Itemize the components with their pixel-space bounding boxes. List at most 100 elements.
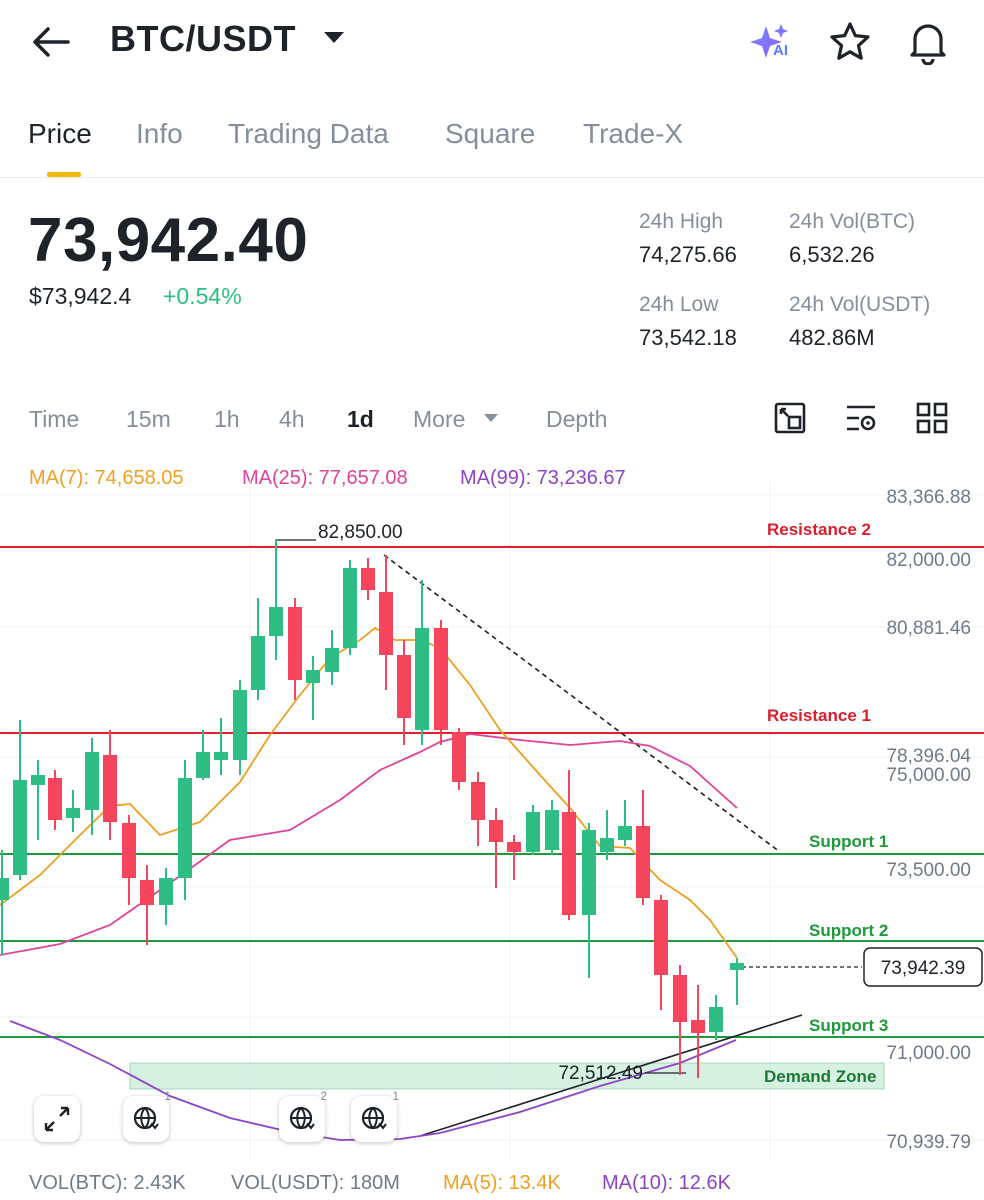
last-price: 73,942.40	[28, 206, 309, 275]
ai-sparkle-icon[interactable]	[748, 22, 796, 62]
candle-up	[251, 636, 265, 690]
interval-4h[interactable]: 4h	[279, 406, 305, 432]
drawing-tool-button-2[interactable]: 2	[279, 1089, 327, 1142]
high-label: 24h High	[639, 210, 724, 233]
downtrend-line	[383, 554, 781, 853]
candle-up	[0, 878, 9, 900]
candle-down	[562, 812, 576, 915]
candle-up	[415, 628, 429, 730]
candle-up	[214, 752, 228, 760]
candle-up	[159, 878, 173, 905]
axis-label-80881: 80,881.46	[886, 618, 971, 639]
axis-label-71000: 71,000.00	[886, 1043, 971, 1064]
candle-down	[288, 607, 302, 680]
ma99-label: MA(99): 73,236.67	[460, 467, 626, 489]
back-arrow-icon[interactable]	[30, 22, 72, 62]
candle-down	[452, 732, 466, 782]
price-change: +0.54%	[163, 283, 242, 309]
current-price-tag-box	[863, 947, 983, 987]
expand-icon	[44, 1106, 70, 1132]
interval-1h[interactable]: 1h	[214, 406, 240, 432]
chart-expand-button[interactable]	[34, 1096, 80, 1142]
interval-1d[interactable]: 1d	[347, 406, 374, 432]
active-tab-indicator	[47, 172, 81, 177]
axis-label-75000: 75,000.00	[886, 765, 971, 786]
tab-trading-data[interactable]: Trading Data	[228, 118, 389, 149]
candle-up	[325, 648, 339, 672]
candle-up	[545, 810, 559, 850]
vol-btc-label: 24h Vol(BTC)	[789, 210, 916, 233]
tab-info[interactable]: Info	[136, 118, 183, 149]
candle-up	[306, 670, 320, 683]
candle-up	[709, 1007, 723, 1032]
ma7-label: MA(7): 74,658.05	[29, 467, 184, 489]
pair-title[interactable]: BTC/USDT	[110, 18, 296, 59]
resistance-2-label: Resistance 2	[767, 520, 871, 539]
layout-grid-icon[interactable]	[916, 402, 948, 434]
resistance-1-label: Resistance 1	[767, 706, 871, 725]
candle-down	[636, 826, 650, 898]
candle-up	[178, 778, 192, 878]
more-dropdown-icon[interactable]	[484, 414, 498, 422]
candle-down	[122, 823, 136, 878]
candle-up	[233, 690, 247, 760]
globe-draw-icon	[289, 1106, 315, 1130]
high-value: 74,275.66	[639, 242, 737, 267]
candle-down	[397, 655, 411, 718]
tool-badge: 1	[164, 1089, 171, 1103]
ma99-curve	[9, 1020, 737, 1141]
candle-down	[489, 820, 503, 842]
candle-down	[434, 628, 448, 730]
star-icon[interactable]	[828, 20, 872, 64]
interval-time[interactable]: Time	[29, 406, 80, 432]
vol-usdt-label: 24h Vol(USDT)	[789, 293, 931, 316]
candle-up	[269, 607, 283, 636]
axis-label-70939: 70,939.79	[886, 1132, 971, 1153]
axis-label-78396: 78,396.04	[886, 746, 971, 767]
tab-trade-x[interactable]: Trade-X	[583, 118, 684, 149]
candle-up	[618, 826, 632, 840]
tab-square[interactable]: Square	[445, 118, 536, 149]
candlestick-chart[interactable]: 82,850.00 72,512.49 73,942.39 Resistance…	[0, 480, 984, 1166]
drawing-tool-button-3[interactable]: 1	[351, 1089, 399, 1142]
candle-down	[103, 755, 117, 822]
low-label: 24h Low	[639, 293, 719, 316]
vol-ma5-label: MA(5): 13.4K	[443, 1172, 561, 1194]
candle-down	[691, 1020, 705, 1033]
low-value: 73,542.18	[639, 325, 737, 350]
candle-up	[13, 780, 27, 875]
ai-label: AI	[773, 42, 788, 59]
drawing-tool-button-1[interactable]: 1	[123, 1089, 171, 1142]
candle-up	[526, 812, 540, 852]
chart-fullscreen-icon[interactable]	[774, 402, 806, 434]
axis-label-73500: 73,500.00	[886, 860, 971, 881]
uptrend-line	[419, 1014, 803, 1137]
bell-icon[interactable]	[906, 19, 950, 66]
axis-label-83366: 83,366.88	[886, 487, 971, 508]
support-1-label: Support 1	[809, 832, 888, 851]
candle-down	[673, 975, 687, 1022]
pair-dropdown-icon[interactable]	[324, 32, 344, 43]
tab-divider	[0, 177, 984, 178]
vol-usdt-value: 482.86M	[789, 325, 875, 350]
ma25-label: MA(25): 77,657.08	[242, 467, 408, 489]
candle-up	[85, 752, 99, 810]
tab-price[interactable]: Price	[28, 118, 92, 149]
globe-draw-icon	[361, 1106, 387, 1130]
candle-down	[379, 592, 393, 655]
candle-down	[361, 568, 375, 590]
candle-up	[730, 963, 744, 970]
depth-tab[interactable]: Depth	[546, 406, 608, 432]
interval-more[interactable]: More	[413, 406, 466, 432]
candle-up	[196, 752, 210, 778]
indicator-settings-icon[interactable]	[845, 402, 879, 434]
candle-down	[507, 842, 521, 852]
vol-usdt-label: VOL(USDT): 180M	[231, 1172, 400, 1194]
candle-up	[600, 838, 614, 852]
low-marker-label: 72,512.49	[558, 1063, 643, 1084]
high-marker-line	[275, 539, 316, 547]
interval-15m[interactable]: 15m	[126, 406, 171, 432]
candle-up	[66, 808, 80, 818]
vol-ma10-label: MA(10): 12.6K	[602, 1172, 731, 1194]
candle-up	[582, 830, 596, 915]
